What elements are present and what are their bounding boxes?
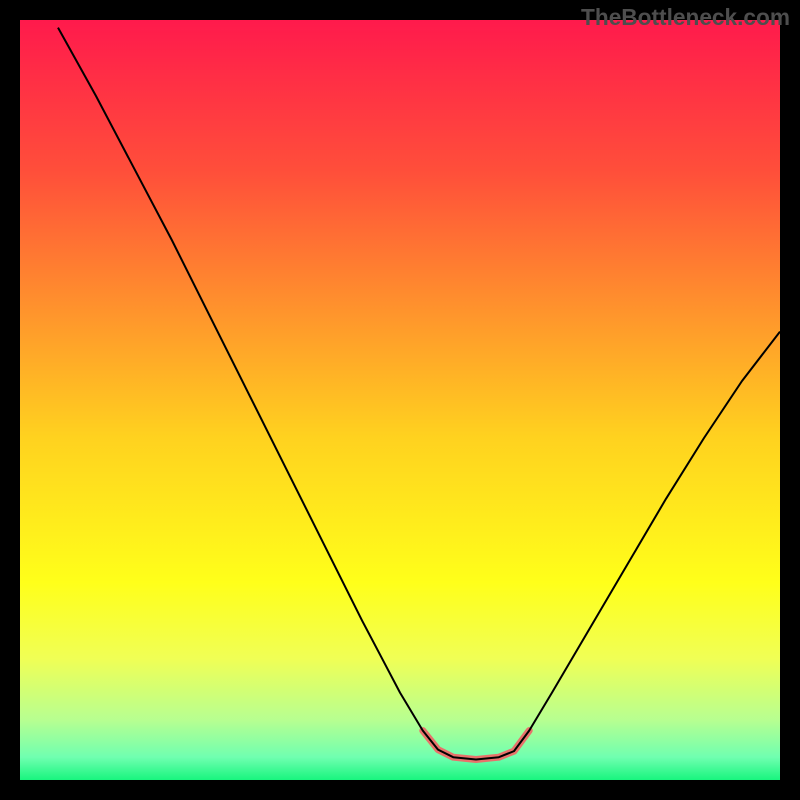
chart-background: [20, 20, 780, 780]
chart-frame: TheBottleneck.com: [0, 0, 800, 800]
bottleneck-chart: [20, 20, 780, 780]
watermark-text: TheBottleneck.com: [581, 4, 790, 31]
